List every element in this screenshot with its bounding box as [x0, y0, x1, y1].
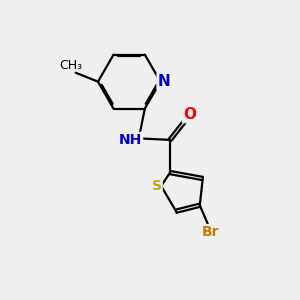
Text: Br: Br: [201, 225, 219, 239]
Text: O: O: [183, 107, 196, 122]
Text: NH: NH: [119, 133, 142, 147]
Text: CH₃: CH₃: [60, 59, 83, 72]
Text: S: S: [152, 179, 162, 193]
Text: N: N: [158, 74, 170, 89]
